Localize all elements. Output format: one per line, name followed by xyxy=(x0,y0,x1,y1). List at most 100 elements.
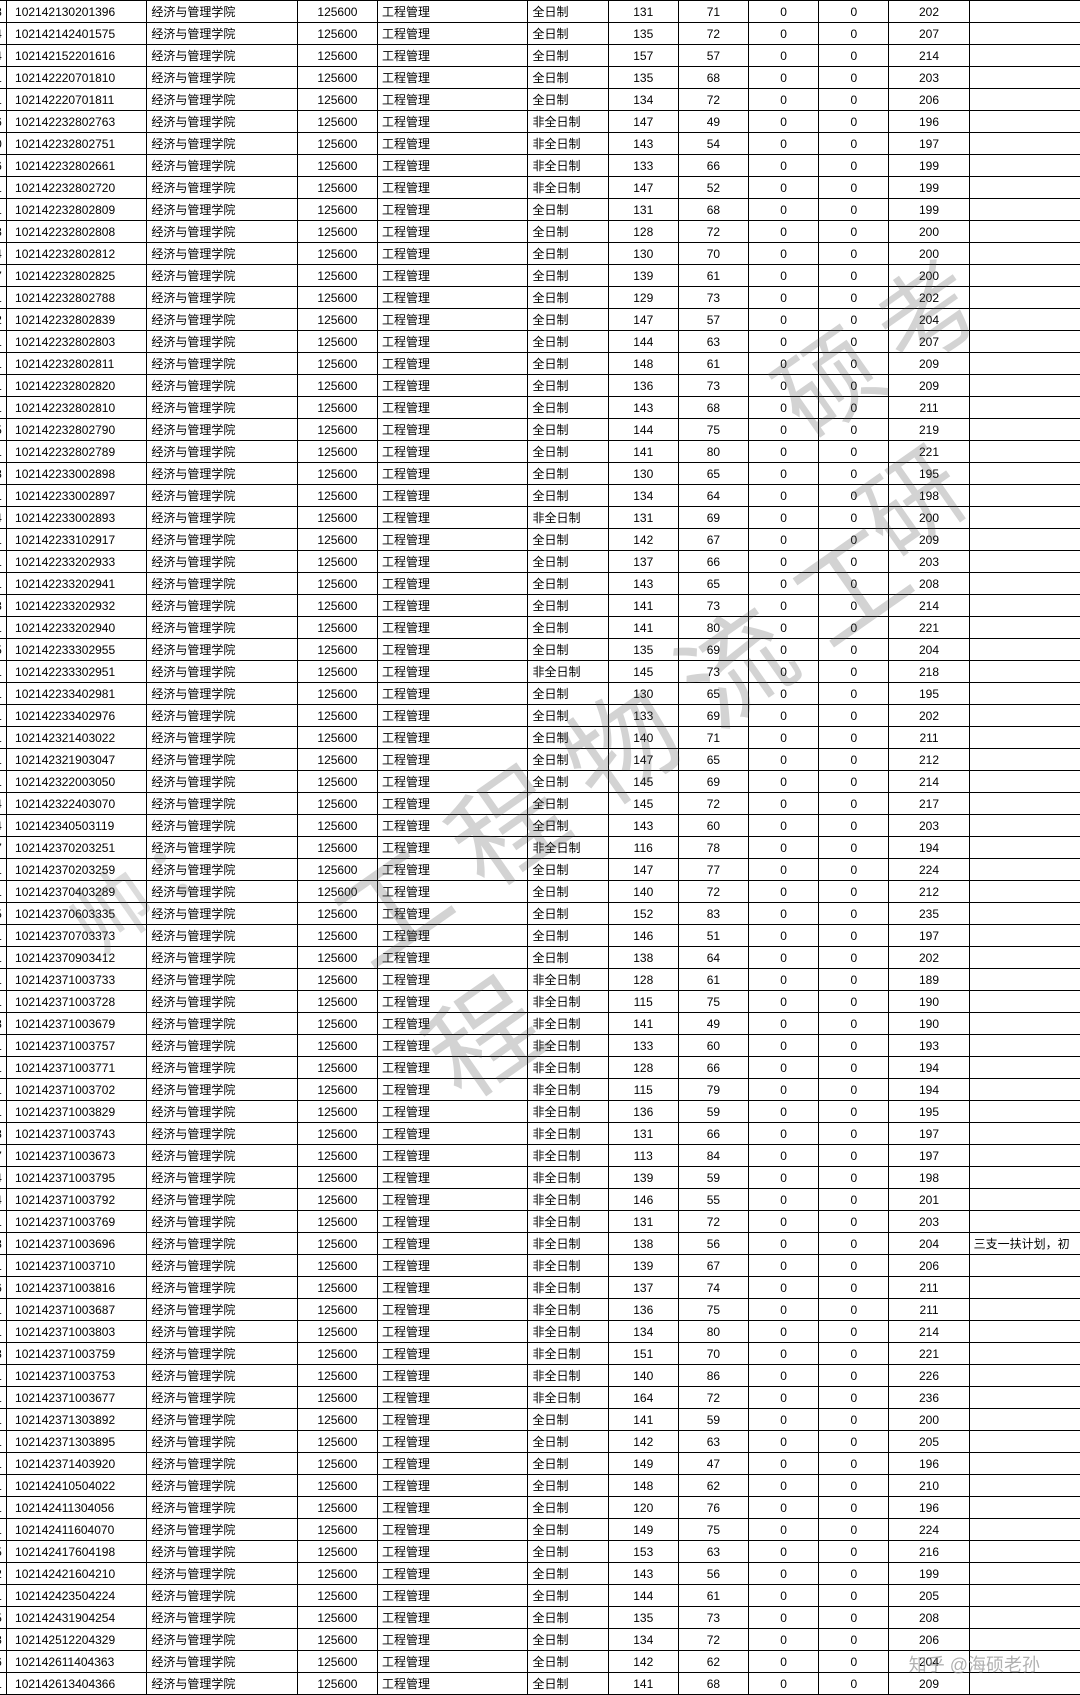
cell: 201 xyxy=(889,1189,969,1211)
cell: 经济与管理学院 xyxy=(147,1101,297,1123)
cell: 125600 xyxy=(297,1431,377,1453)
cell: 136 xyxy=(608,375,678,397)
cell xyxy=(969,507,1080,529)
cell: 0 xyxy=(749,1321,819,1343)
cell: 125600 xyxy=(297,1,377,23)
cell: 102142233202940 xyxy=(7,617,147,639)
cell xyxy=(969,727,1080,749)
cell: 经济与管理学院 xyxy=(147,1255,297,1277)
cell: 125600 xyxy=(297,1607,377,1629)
cell: 102142512204329 xyxy=(7,1629,147,1651)
cell: 102142232802820 xyxy=(7,375,147,397)
cell xyxy=(969,969,1080,991)
cell: 125600 xyxy=(297,1057,377,1079)
cell: 经济与管理学院 xyxy=(147,969,297,991)
cell xyxy=(969,1475,1080,1497)
cell: 217 xyxy=(889,793,969,815)
cell: 131 xyxy=(608,1,678,23)
table-row: 1102142220701811经济与管理学院125600工程管理全日制1347… xyxy=(0,89,1080,111)
cell: 0 xyxy=(749,1387,819,1409)
cell: 经济与管理学院 xyxy=(147,1343,297,1365)
cell: 125600 xyxy=(297,1299,377,1321)
cell: 125600 xyxy=(297,265,377,287)
cell: 102142232802789 xyxy=(7,441,147,463)
cell: 工程管理 xyxy=(378,155,528,177)
cell: 经济与管理学院 xyxy=(147,1541,297,1563)
cell: 经济与管理学院 xyxy=(147,1057,297,1079)
cell: 0 xyxy=(819,1563,889,1585)
cell: 125600 xyxy=(297,199,377,221)
cell: 164 xyxy=(608,1387,678,1409)
cell: 135 xyxy=(608,639,678,661)
cell: 75 xyxy=(678,991,748,1013)
cell: 205 xyxy=(889,1585,969,1607)
cell: 133 xyxy=(608,705,678,727)
cell: 69 xyxy=(678,639,748,661)
table-row: 5102142232802790经济与管理学院125600工程管理全日制1447… xyxy=(0,419,1080,441)
cell: 125600 xyxy=(297,1387,377,1409)
cell: 102142220701811 xyxy=(7,89,147,111)
cell: 工程管理 xyxy=(378,661,528,683)
cell: 125600 xyxy=(297,1585,377,1607)
cell: 68 xyxy=(678,397,748,419)
cell: 经济与管理学院 xyxy=(147,221,297,243)
cell xyxy=(969,859,1080,881)
cell: 125600 xyxy=(297,705,377,727)
cell: 125600 xyxy=(297,309,377,331)
cell: 69 xyxy=(678,705,748,727)
cell: 125600 xyxy=(297,1035,377,1057)
cell: 125600 xyxy=(297,815,377,837)
cell: 221 xyxy=(889,1343,969,1365)
table-row: 1102142370703373经济与管理学院125600工程管理全日制1465… xyxy=(0,925,1080,947)
cell: 工程管理 xyxy=(378,1519,528,1541)
table-row: 1102142232802809经济与管理学院125600工程管理全日制1316… xyxy=(0,199,1080,221)
cell: 非全日制 xyxy=(528,1013,608,1035)
cell: 非全日制 xyxy=(528,969,608,991)
cell: 125600 xyxy=(297,1277,377,1299)
cell: 149 xyxy=(608,1519,678,1541)
cell: 212 xyxy=(889,881,969,903)
cell: 0 xyxy=(749,573,819,595)
cell: 63 xyxy=(678,1431,748,1453)
cell: 61 xyxy=(678,1585,748,1607)
cell: 216 xyxy=(889,1541,969,1563)
cell: 209 xyxy=(889,1673,969,1695)
cell: 经济与管理学院 xyxy=(147,1189,297,1211)
cell: 51 xyxy=(678,925,748,947)
cell: 102142233202932 xyxy=(7,595,147,617)
cell: 经济与管理学院 xyxy=(147,375,297,397)
cell: 非全日制 xyxy=(528,1321,608,1343)
cell: 141 xyxy=(608,441,678,463)
cell: 非全日制 xyxy=(528,1167,608,1189)
cell: 0 xyxy=(749,507,819,529)
cell: 工程管理 xyxy=(378,375,528,397)
cell: 153 xyxy=(608,1541,678,1563)
cell: 0 xyxy=(819,1035,889,1057)
cell xyxy=(969,595,1080,617)
cell: 236 xyxy=(889,1387,969,1409)
cell: 0 xyxy=(749,441,819,463)
cell: 经济与管理学院 xyxy=(147,485,297,507)
cell: 非全日制 xyxy=(528,1145,608,1167)
cell: 0 xyxy=(819,485,889,507)
cell: 全日制 xyxy=(528,881,608,903)
cell: 全日制 xyxy=(528,67,608,89)
cell: 经济与管理学院 xyxy=(147,1013,297,1035)
cell: 130 xyxy=(608,243,678,265)
cell: 125600 xyxy=(297,1629,377,1651)
cell: 工程管理 xyxy=(378,1453,528,1475)
cell xyxy=(969,1123,1080,1145)
cell: 102142130201396 xyxy=(7,1,147,23)
cell: 0 xyxy=(749,397,819,419)
cell: 0 xyxy=(819,45,889,67)
cell: 经济与管理学院 xyxy=(147,155,297,177)
cell: 0 xyxy=(749,331,819,353)
cell: 102142411304056 xyxy=(7,1497,147,1519)
cell: 0 xyxy=(819,749,889,771)
cell: 102142232802812 xyxy=(7,243,147,265)
cell: 0 xyxy=(749,419,819,441)
cell: 经济与管理学院 xyxy=(147,1,297,23)
cell: 工程管理 xyxy=(378,1651,528,1673)
cell: 0 xyxy=(749,1277,819,1299)
cell: 214 xyxy=(889,595,969,617)
